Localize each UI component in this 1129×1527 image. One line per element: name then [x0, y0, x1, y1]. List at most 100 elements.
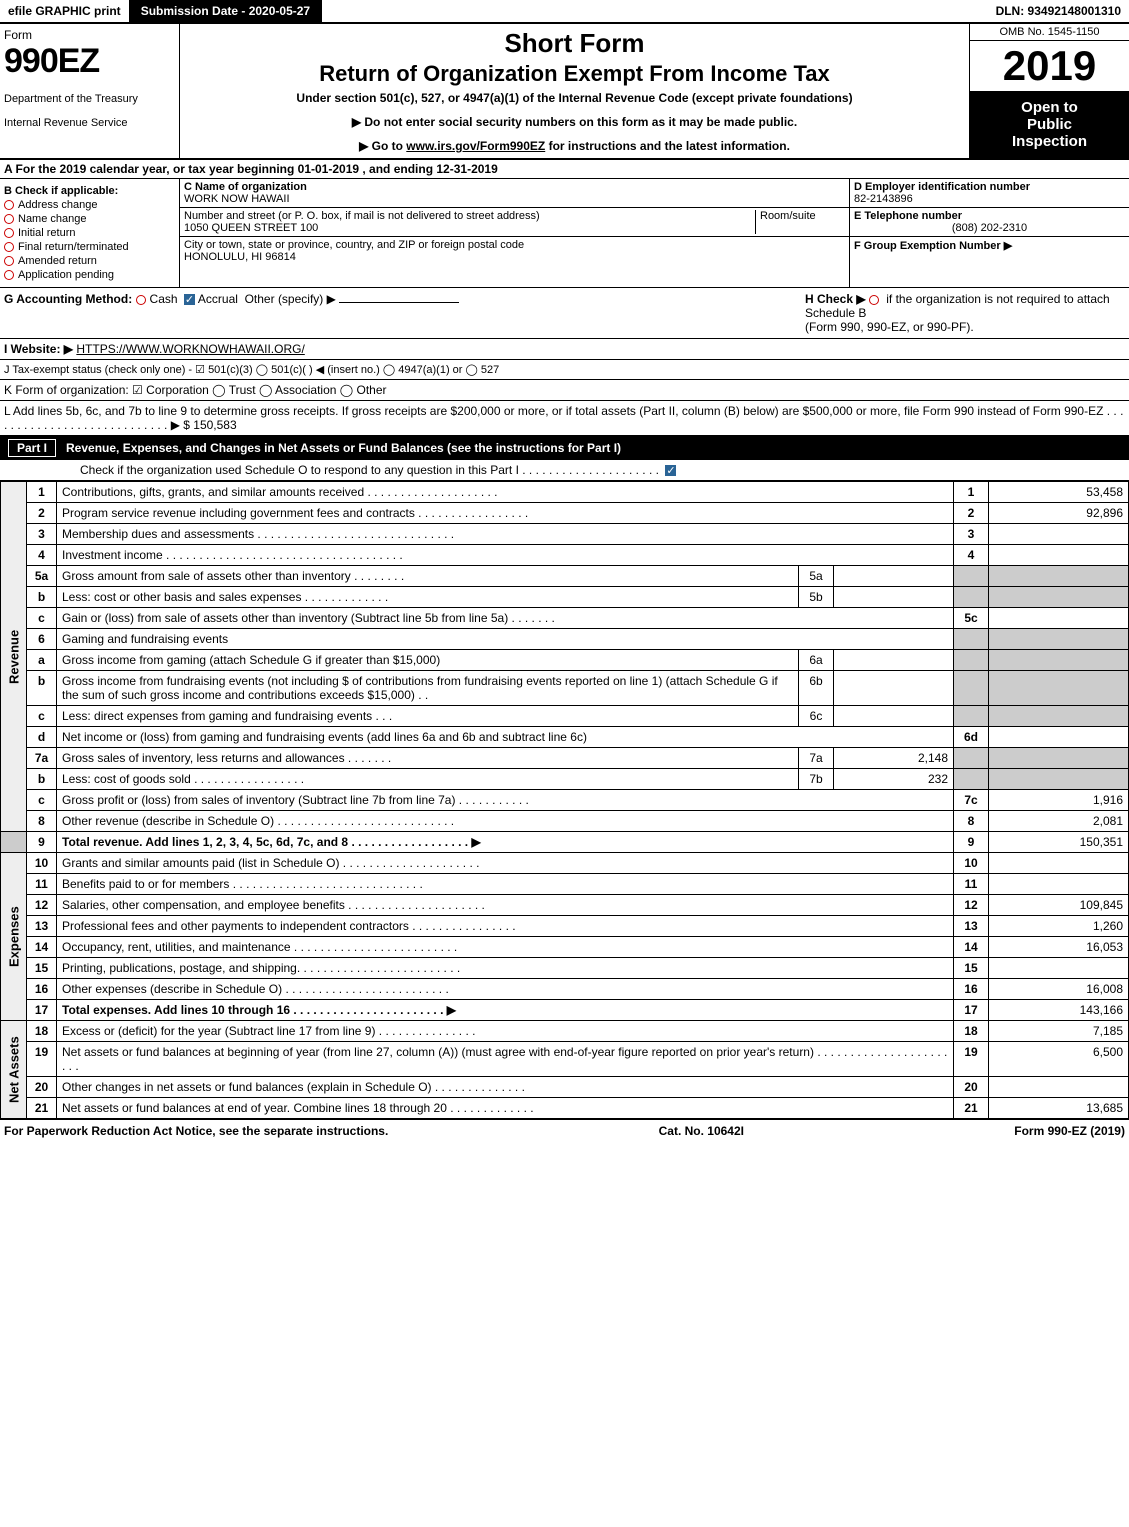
- row-g: G Accounting Method: Cash Accrual Other …: [4, 292, 805, 334]
- opt-pending[interactable]: Application pending: [4, 269, 175, 281]
- row-l-amount: 150,583: [193, 418, 236, 432]
- short-form-title: Short Form: [188, 28, 961, 59]
- opt-name-change[interactable]: Name change: [4, 213, 175, 225]
- l15-value: [989, 958, 1129, 979]
- footer: For Paperwork Reduction Act Notice, see …: [0, 1119, 1129, 1142]
- part1-title: Revenue, Expenses, and Changes in Net As…: [66, 441, 621, 455]
- l14-value: 16,053: [989, 937, 1129, 958]
- website-label: I Website: ▶: [4, 342, 73, 356]
- part1-num: Part I: [8, 439, 56, 457]
- goto-pre: ▶ Go to: [359, 139, 406, 153]
- l6c-value: [834, 706, 954, 727]
- l6a-value: [834, 650, 954, 671]
- period-row: A For the 2019 calendar year, or tax yea…: [0, 160, 1129, 179]
- part1-check-line: Check if the organization used Schedule …: [0, 460, 1129, 481]
- ein-value: 82-2143896: [854, 193, 913, 205]
- open-line1: Open to: [974, 99, 1125, 116]
- row-gh: G Accounting Method: Cash Accrual Other …: [0, 288, 1129, 339]
- irs-link[interactable]: www.irs.gov/Form990EZ: [406, 139, 545, 153]
- ssn-warning: ▶ Do not enter social security numbers o…: [188, 115, 961, 129]
- footer-mid: Cat. No. 10642I: [659, 1124, 744, 1138]
- l16-value: 16,008: [989, 979, 1129, 1000]
- dln: DLN: 93492148001310: [988, 0, 1129, 22]
- room-label: Room/suite: [755, 210, 845, 234]
- netassets-side-label: Net Assets: [1, 1021, 27, 1119]
- street-value: 1050 QUEEN STREET 100: [184, 222, 318, 234]
- l6d-value: [989, 727, 1129, 748]
- g-label: G Accounting Method:: [4, 292, 132, 306]
- form-header: Form 990EZ Department of the Treasury In…: [0, 24, 1129, 160]
- part1-check[interactable]: [665, 465, 676, 476]
- city-label: City or town, state or province, country…: [184, 239, 524, 251]
- org-name-block: C Name of organization WORK NOW HAWAII: [180, 179, 849, 208]
- row-h: H Check ▶ if the organization is not req…: [805, 292, 1125, 334]
- l10-value: [989, 853, 1129, 874]
- l17-value: 143,166: [989, 1000, 1129, 1021]
- radio-cash[interactable]: [136, 295, 146, 305]
- info-block: B Check if applicable: Address change Na…: [0, 179, 1129, 288]
- row-k: K Form of organization: ☑ Corporation ◯ …: [0, 380, 1129, 401]
- l2-value: 92,896: [989, 503, 1129, 524]
- opt-address-change[interactable]: Address change: [4, 199, 175, 211]
- goto-line: ▶ Go to www.irs.gov/Form990EZ for instru…: [188, 139, 961, 153]
- l4-value: [989, 545, 1129, 566]
- l20-value: [989, 1077, 1129, 1098]
- tax-year: 2019: [970, 41, 1129, 91]
- efile-label[interactable]: efile GRAPHIC print: [0, 0, 129, 22]
- org-name-label: C Name of organization: [184, 181, 307, 193]
- expenses-side-label: Expenses: [1, 853, 27, 1021]
- goto-post: for instructions and the latest informat…: [545, 139, 790, 153]
- footer-left: For Paperwork Reduction Act Notice, see …: [4, 1124, 388, 1138]
- row-l-text: L Add lines 5b, 6c, and 7b to line 9 to …: [4, 404, 1123, 432]
- box-f: F Group Exemption Number ▶: [850, 237, 1129, 254]
- form-label: Form: [4, 28, 175, 42]
- l5b-value: [834, 587, 954, 608]
- part1-header: Part I Revenue, Expenses, and Changes in…: [0, 436, 1129, 460]
- open-line3: Inspection: [974, 133, 1125, 150]
- l5c-value: [989, 608, 1129, 629]
- box-b: B Check if applicable: Address change Na…: [0, 179, 180, 287]
- radio-h[interactable]: [869, 295, 879, 305]
- part1-check-text: Check if the organization used Schedule …: [80, 463, 659, 477]
- revenue-side-label: Revenue: [1, 482, 27, 832]
- footer-right: Form 990-EZ (2019): [1014, 1124, 1125, 1138]
- under-section: Under section 501(c), 527, or 4947(a)(1)…: [188, 91, 961, 105]
- dept-irs: Internal Revenue Service: [4, 117, 175, 129]
- opt-final-return[interactable]: Final return/terminated: [4, 241, 175, 253]
- return-title: Return of Organization Exempt From Incom…: [188, 61, 961, 87]
- l18-value: 7,185: [989, 1021, 1129, 1042]
- l5a-value: [834, 566, 954, 587]
- website-value[interactable]: HTTPS://WWW.WORKNOWHAWAII.ORG/: [76, 342, 304, 356]
- part1-table: Revenue 1 Contributions, gifts, grants, …: [0, 481, 1129, 1119]
- header-mid: Short Form Return of Organization Exempt…: [180, 24, 969, 158]
- l7a-value: 2,148: [834, 748, 954, 769]
- header-right: OMB No. 1545-1150 2019 Open to Public In…: [969, 24, 1129, 158]
- l19-value: 6,500: [989, 1042, 1129, 1077]
- opt-initial-return[interactable]: Initial return: [4, 227, 175, 239]
- phone-value: (808) 202-2310: [854, 222, 1125, 234]
- box-def: D Employer identification number 82-2143…: [849, 179, 1129, 287]
- box-b-header: B Check if applicable:: [4, 185, 175, 197]
- l1-value: 53,458: [989, 482, 1129, 503]
- l13-value: 1,260: [989, 916, 1129, 937]
- omb-number: OMB No. 1545-1150: [970, 24, 1129, 41]
- row-i: I Website: ▶ HTTPS://WWW.WORKNOWHAWAII.O…: [0, 339, 1129, 360]
- l7c-value: 1,916: [989, 790, 1129, 811]
- row-j: J Tax-exempt status (check only one) - ☑…: [0, 360, 1129, 380]
- h-text3: (Form 990, 990-EZ, or 990-PF).: [805, 320, 974, 334]
- street-label: Number and street (or P. O. box, if mail…: [184, 210, 540, 222]
- dept-treasury: Department of the Treasury: [4, 93, 175, 105]
- l11-value: [989, 874, 1129, 895]
- l3-value: [989, 524, 1129, 545]
- check-accrual[interactable]: [184, 294, 195, 305]
- l12-value: 109,845: [989, 895, 1129, 916]
- top-bar: efile GRAPHIC print Submission Date - 20…: [0, 0, 1129, 24]
- open-public: Open to Public Inspection: [970, 91, 1129, 158]
- form-number: 990EZ: [4, 42, 175, 81]
- l6b-value: [834, 671, 954, 706]
- ein-label: D Employer identification number: [854, 181, 1030, 193]
- opt-amended[interactable]: Amended return: [4, 255, 175, 267]
- box-e: E Telephone number (808) 202-2310: [850, 208, 1129, 237]
- header-left: Form 990EZ Department of the Treasury In…: [0, 24, 180, 158]
- city-block: City or town, state or province, country…: [180, 237, 849, 265]
